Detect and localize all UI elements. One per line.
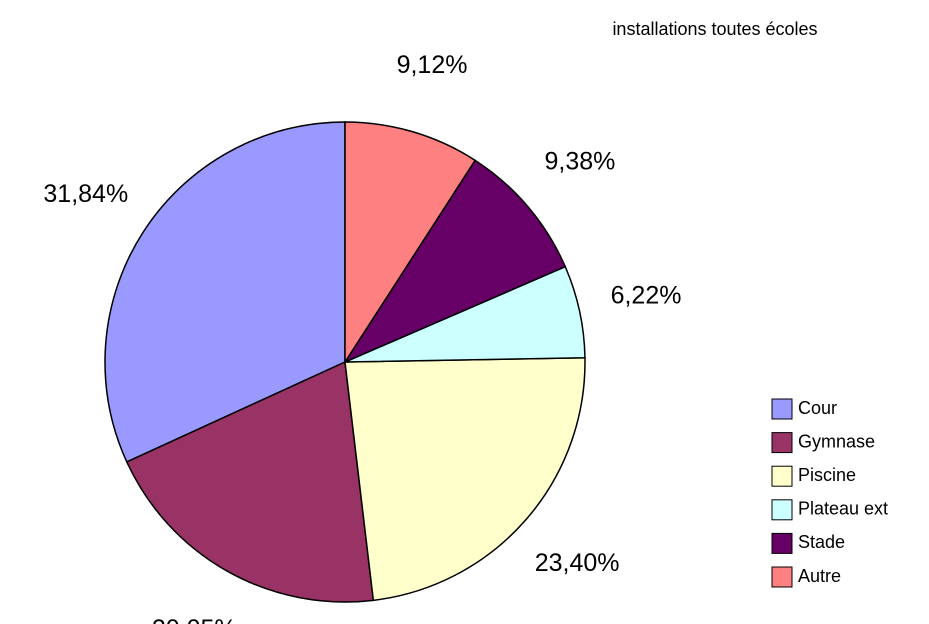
legend-label: Stade (798, 532, 845, 552)
legend-swatch (771, 566, 793, 588)
pie-slice (104, 121, 346, 463)
legend-swatch (771, 398, 793, 420)
chart-title: installations toutes écoles (612, 19, 817, 39)
legend-label: Piscine (798, 465, 856, 485)
data-label: 9,38% (544, 147, 615, 175)
legend-swatch (771, 532, 793, 554)
legend-label: Autre (798, 566, 841, 586)
pie-slice (343, 159, 567, 364)
data-label: 20,05% (152, 615, 237, 624)
pie-slice (344, 121, 477, 365)
data-label: 6,22% (611, 281, 682, 309)
data-label: 31,84% (43, 180, 128, 208)
data-label: 23,40% (535, 549, 620, 577)
legend-swatch (771, 499, 793, 521)
legend-swatch (771, 465, 793, 487)
legend-label: Plateau ext (798, 499, 888, 519)
pie-slice (125, 360, 375, 603)
legend-label: Gymnase (798, 431, 875, 451)
pie-slice (344, 356, 586, 602)
data-label: 9,12% (397, 51, 468, 79)
legend-label: Cour (798, 398, 837, 418)
legend-swatch (771, 432, 793, 454)
